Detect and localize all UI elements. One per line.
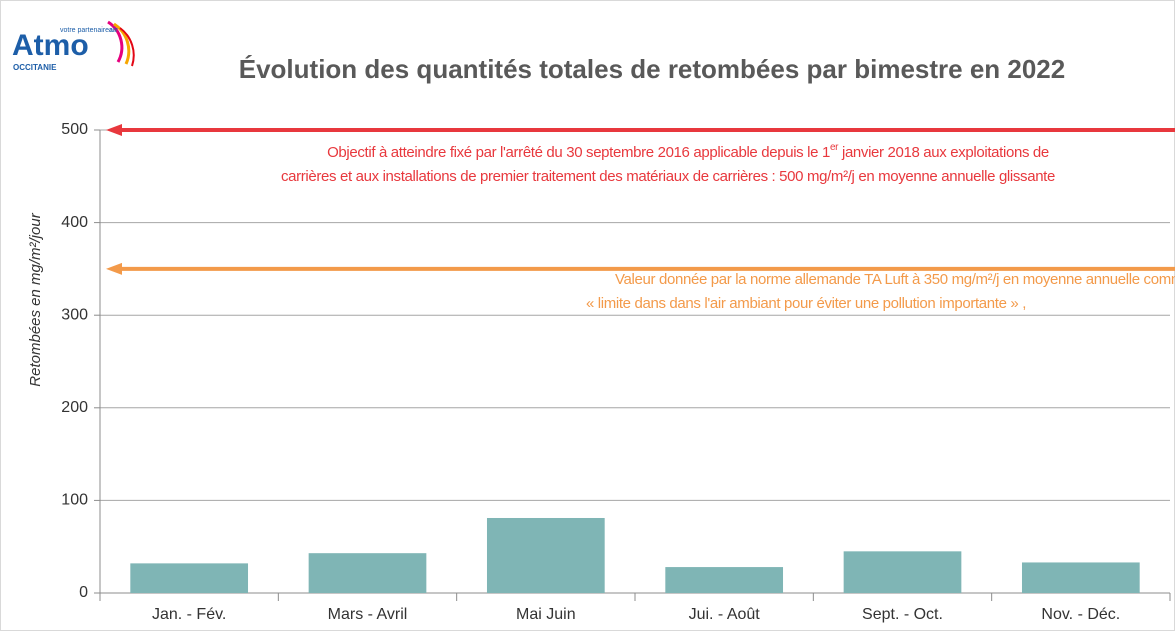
logo-arc [107, 20, 124, 63]
annotation-sup: er [830, 142, 839, 153]
logo-arc [113, 22, 131, 65]
y-tick-label: 200 [61, 399, 88, 416]
x-tick-label: Mars - Avril [328, 606, 408, 623]
bar [308, 553, 427, 593]
annotation-text: « limite dans dans l'air ambiant pour év… [586, 295, 1026, 312]
logo-region: OCCITANIE [13, 63, 57, 72]
chart-title: Évolution des quantités totales de retom… [239, 54, 1065, 84]
bar [665, 567, 784, 593]
bar [1021, 562, 1140, 593]
x-tick-label: Jui. - Août [689, 606, 761, 623]
y-axis-label: Retombées en mg/m²/jour [27, 212, 44, 386]
reference-arrow [106, 262, 122, 275]
annotation: Valeur donnée par la norme allemande TA … [615, 271, 1175, 288]
reference-arrow [106, 124, 122, 136]
bar [130, 563, 249, 593]
annotation-text: janvier 2018 aux exploitations de [838, 144, 1049, 161]
logo-tagline: votre partenaireair [60, 27, 118, 34]
annotation-text: Objectif à atteindre fixé par l'arrêté d… [327, 144, 830, 161]
x-tick-label: Sept. - Oct. [862, 606, 943, 623]
x-tick-label: Jan. - Fév. [152, 606, 226, 623]
y-tick-label: 0 [79, 584, 88, 601]
annotation-text: Valeur donnée par la norme allemande TA … [615, 271, 1175, 288]
bar [843, 551, 962, 593]
annotation: Objectif à atteindre fixé par l'arrêté d… [327, 142, 1049, 161]
logo-name: Atmo [12, 29, 89, 62]
annotation: carrières et aux installations de premie… [281, 168, 1055, 185]
x-tick-label: Nov. - Déc. [1041, 606, 1120, 623]
y-tick-label: 300 [61, 306, 88, 323]
y-tick-label: 400 [61, 214, 88, 231]
annotation: « limite dans dans l'air ambiant pour év… [586, 295, 1026, 312]
logo-arc [119, 27, 135, 67]
annotation-text: carrières et aux installations de premie… [281, 168, 1055, 185]
bar [486, 517, 605, 593]
x-tick-label: Mai Juin [516, 606, 576, 623]
logo: votre partenaireair Atmo OCCITANIE [12, 20, 135, 72]
y-tick-label: 100 [61, 492, 88, 509]
y-tick-label: 500 [61, 121, 88, 138]
